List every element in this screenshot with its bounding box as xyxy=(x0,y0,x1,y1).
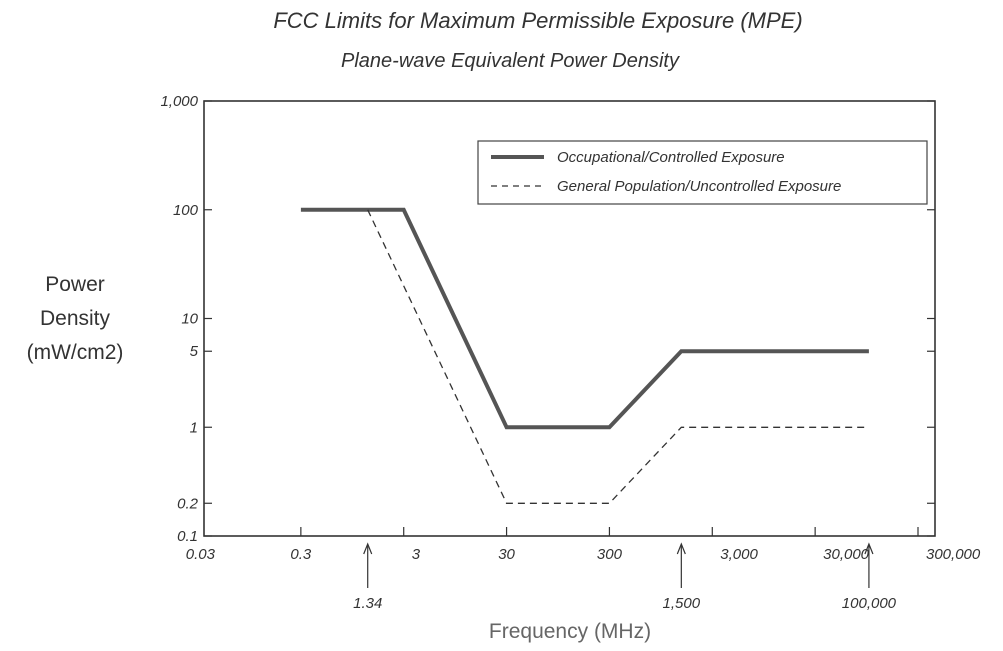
x-tick-label: 3,000 xyxy=(720,546,758,563)
y-tick-label: 0.2 xyxy=(177,495,199,512)
x-tick-label: 0.03 xyxy=(186,546,216,563)
series-general-population-line xyxy=(367,209,869,504)
x-annotations: 1.34 1,500 100,000 xyxy=(353,542,897,612)
chart-title: FCC Limits for Maximum Permissible Expos… xyxy=(273,8,803,33)
y-axis-label-line-2: Density xyxy=(39,307,111,330)
x-tick-label: 300 xyxy=(597,546,623,563)
series-occupational-line xyxy=(300,207,869,430)
y-tick-label: 100 xyxy=(173,202,199,219)
x-axis-label: Frequency (MHz) xyxy=(488,620,652,643)
x-tick-label: 0.3 xyxy=(290,546,312,563)
annotation-label: 1,500 xyxy=(663,595,701,612)
annotation-arrow-head xyxy=(363,542,373,555)
y-tick-label: 10 xyxy=(181,311,198,328)
x-tick-label: 300,000 xyxy=(926,546,981,563)
series-lines xyxy=(300,207,869,504)
x-axis-ticks: 0.03 0.3 3 30 300 3,000 30,000 300,000 xyxy=(186,527,981,563)
y-tick-label: 1 xyxy=(190,419,198,436)
x-tick-label: 30 xyxy=(498,546,515,563)
x-tick-label: 30,000 xyxy=(823,546,870,563)
y-tick-label: 5 xyxy=(190,343,199,360)
legend-label-occupational: Occupational/Controlled Exposure xyxy=(557,149,785,166)
y-tick-label: 0.1 xyxy=(177,528,198,545)
legend: Occupational/Controlled Exposure General… xyxy=(477,140,928,205)
annotation-label: 100,000 xyxy=(842,595,897,612)
legend-box xyxy=(477,140,928,205)
y-axis-label-line-3: (mW/cm2) xyxy=(26,341,124,364)
chart-subtitle: Plane-wave Equivalent Power Density xyxy=(341,50,679,72)
y-axis-ticks: 1,000 100 10 5 1 0.2 0.1 xyxy=(160,93,935,545)
x-tick-label: 3 xyxy=(412,546,421,563)
annotation-label: 1.34 xyxy=(353,595,382,612)
y-tick-label: 1,000 xyxy=(160,93,198,110)
legend-label-general: General Population/Uncontrolled Exposure xyxy=(557,178,841,195)
annotation-arrow-head xyxy=(864,542,874,555)
y-axis-label-line-1: Power xyxy=(45,273,105,296)
annotation-arrow-head xyxy=(676,542,686,555)
